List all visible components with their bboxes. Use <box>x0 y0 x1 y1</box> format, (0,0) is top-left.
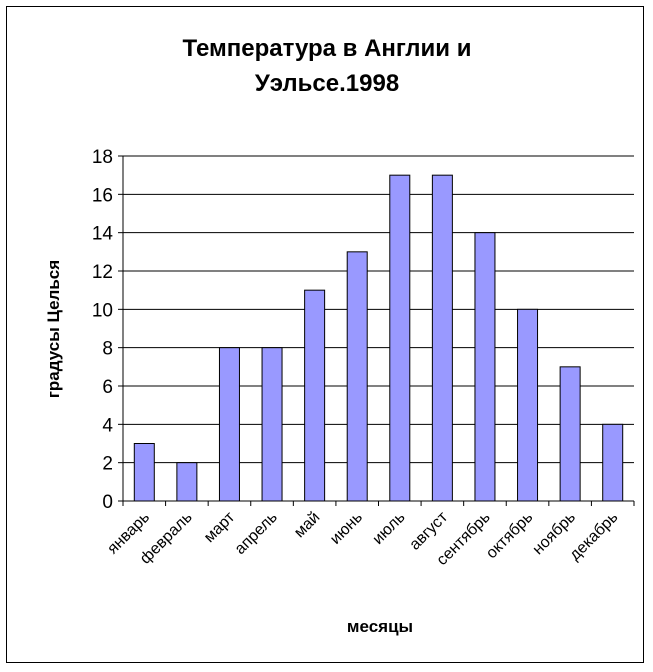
x-axis-title: месяцы <box>347 617 413 636</box>
bar <box>133 443 155 502</box>
y-tick-labels: 0 2 4 6 8 10 12 14 16 18 <box>92 147 114 513</box>
y-tick-label: 4 <box>102 415 113 436</box>
chart-title-line-1: Температура в Англии и <box>183 35 472 62</box>
bar <box>431 174 453 502</box>
y-tick-label: 12 <box>92 262 113 283</box>
x-tick-label: июль <box>370 509 409 548</box>
y-tick-label: 16 <box>92 185 113 206</box>
x-tick-label: октябрь <box>483 509 536 562</box>
y-tick-label: 18 <box>92 147 113 168</box>
chart-title-line-2: Уэльсе.1998 <box>255 70 399 97</box>
bar <box>176 462 198 502</box>
y-tick-label: 6 <box>102 377 113 398</box>
bar <box>389 174 411 502</box>
x-tick-label: июнь <box>327 509 366 548</box>
bar <box>474 232 496 502</box>
y-tick-label: 10 <box>92 300 113 321</box>
bar <box>261 347 283 502</box>
gridlines <box>118 155 634 502</box>
bar <box>559 366 581 502</box>
y-axis-title: градусы Целься <box>44 260 63 398</box>
bar <box>517 308 539 502</box>
y-tick-label: 8 <box>102 339 113 360</box>
bar <box>304 289 326 502</box>
y-tick-label: 14 <box>92 224 114 245</box>
bars <box>133 174 624 502</box>
bar <box>218 347 240 502</box>
y-tick-label: 2 <box>102 454 113 475</box>
bar <box>602 423 624 502</box>
x-tick-label: апрель <box>232 509 281 558</box>
axes <box>122 156 635 506</box>
bar <box>346 251 368 502</box>
x-tick-label: март <box>201 508 239 546</box>
x-tick-label: май <box>291 509 323 541</box>
y-tick-label: 0 <box>102 492 113 513</box>
